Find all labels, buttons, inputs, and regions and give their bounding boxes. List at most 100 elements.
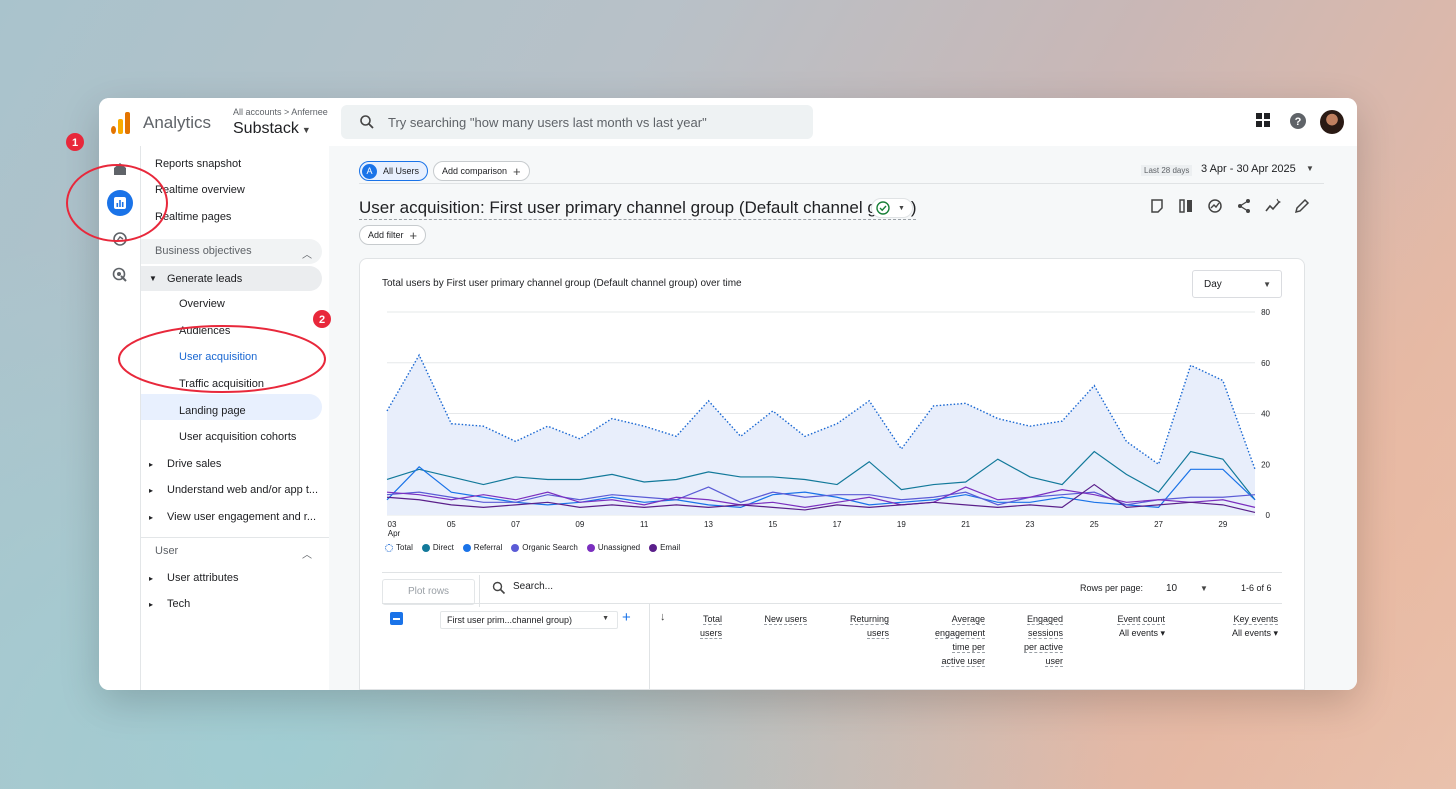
annotation-number: 2 [319,314,325,326]
section-business-objectives[interactable]: Business objectives ︿ [141,239,322,264]
column-header-label: Event count [1117,614,1165,625]
chevron-up-icon: ︿ [302,550,312,561]
column-header-label: active user [941,656,985,667]
sidebar-item-understand-web-app[interactable]: Understand web and/or app t... [167,484,319,496]
granularity-select[interactable]: Day ▼ [1192,270,1282,298]
insights-icon[interactable] [1207,198,1223,214]
sidebar-item-realtime-overview[interactable]: Realtime overview [155,184,245,196]
x-tick-label: 27 [1154,520,1163,529]
edit-pencil-icon[interactable] [1294,198,1310,214]
legend-item[interactable]: Organic Search [511,543,578,552]
column-metric-filter[interactable]: All events [1231,628,1271,638]
column-header-label: time per [952,642,985,653]
column-header[interactable]: Returning users [849,612,889,640]
sidebar-item-generate-leads[interactable]: ▼ Generate leads [141,266,322,291]
column-header[interactable]: New users [764,612,807,626]
column-header-label: Average [951,614,985,625]
avatar[interactable] [1320,110,1344,134]
column-header-label: Returning [849,614,889,625]
sort-down-arrow-icon[interactable]: ↓ [660,611,666,623]
x-tick-label: 19 [897,520,906,529]
sidebar-item-reports-snapshot[interactable]: Reports snapshot [155,158,242,170]
account-breadcrumb[interactable]: All accounts > Anfernee [233,107,328,117]
table-search-input[interactable]: Search... [513,581,554,592]
legend-item[interactable]: Email [649,543,680,552]
plot-rows-button[interactable]: Plot rows [382,579,475,605]
apps-grid-icon[interactable] [1255,112,1271,128]
advertising-icon[interactable] [107,262,133,288]
sidebar-item-label: Generate leads [167,273,243,285]
sidebar-item-realtime-pages[interactable]: Realtime pages [155,211,232,223]
divider [382,603,1282,604]
sidebar-item-view-user-engagement[interactable]: View user engagement and r... [167,511,317,523]
trend-sparkle-icon[interactable] [1265,198,1281,214]
sidebar-item-traffic-acquisition[interactable]: Traffic acquisition [179,378,264,390]
sidebar-item-landing-page[interactable]: Landing page [179,405,246,417]
select-all-checkbox[interactable] [390,612,403,625]
y-tick-label: 20 [1261,460,1270,469]
caret-right-icon: ▸ [149,574,154,583]
column-header[interactable]: Engaged sessions per active user [1023,612,1063,668]
all-users-chip[interactable]: A All Users [359,161,429,181]
x-tick-label: 07 [511,520,520,529]
rows-per-page-select[interactable]: 10 [1166,583,1178,594]
total-area [387,355,1255,515]
chevron-down-icon[interactable]: ▼ [1306,164,1314,173]
date-range-label: Last 28 days [1141,165,1193,176]
x-tick-label: 23 [1026,520,1035,529]
notes-icon[interactable] [1149,198,1165,214]
caret-right-icon: ▸ [149,486,154,495]
report-status-badge[interactable]: ▼ [871,198,913,218]
dimension-value: First user prim...channel group) [447,615,573,625]
add-comparison-label: Add comparison [442,166,508,176]
column-header[interactable]: Event count All events ▾ [1117,612,1165,640]
property-selector[interactable]: Substack ▼ [233,120,311,138]
add-filter-label: Add filter [368,230,404,240]
add-comparison-button[interactable]: Add comparison + [433,161,530,181]
column-header[interactable]: Total users [699,612,722,640]
column-header[interactable]: Key events All events ▾ [1232,612,1278,640]
app-name: Analytics [143,113,212,132]
column-header-label: users [699,628,722,639]
reports-icon[interactable] [107,190,133,216]
x-tick-sublabel: Apr [388,529,401,538]
column-header[interactable]: Average engagement time per active user [934,612,985,668]
line-chart: 0 20 40 60 80 03 05 07 09 11 13 15 17 19 21 23 25 27 29 Apr [386,308,1271,538]
x-tick-label: 21 [961,520,970,529]
chevron-down-icon: ▾ [1270,628,1278,638]
date-range-picker[interactable]: 3 Apr - 30 Apr 2025 [1201,163,1296,175]
analytics-logo[interactable] [109,110,133,134]
sidebar-item-user-attributes[interactable]: User attributes [167,572,239,584]
section-label: User [155,545,179,557]
search-bar[interactable]: Try searching "how many users last month… [341,105,813,139]
legend-item[interactable]: Direct [421,543,454,552]
chevron-down-icon[interactable]: ▼ [1200,584,1208,593]
sidebar-item-user-acquisition-cohorts[interactable]: User acquisition cohorts [179,431,297,443]
explore-icon[interactable] [107,226,133,252]
series-line-email [386,483,1256,514]
page-title[interactable]: User acquisition: First user primary cha… [359,198,917,220]
dimension-select[interactable]: First user prim...channel group) ▼ [440,611,618,629]
legend-item[interactable]: Unassigned [586,543,640,552]
main-content: A All Users Add comparison + Last 28 days… [329,146,1357,690]
section-user[interactable]: User ︿ [141,539,322,564]
column-header-label: New users [764,614,807,625]
sidebar-item-drive-sales[interactable]: Drive sales [167,458,222,470]
add-dimension-button[interactable]: + [622,609,631,626]
column-metric-filter[interactable]: All events [1118,628,1158,638]
sidebar-item-overview[interactable]: Overview [179,298,225,310]
plus-icon: + [409,227,418,243]
report-actions [1149,198,1310,214]
chevron-down-icon: ▼ [301,125,311,135]
column-header-label: users [866,628,889,639]
share-icon[interactable] [1236,198,1252,214]
help-icon[interactable]: ? [1289,112,1307,130]
sidebar-item-tech[interactable]: Tech [167,598,191,610]
legend-item[interactable]: Total [385,543,413,552]
compare-icon[interactable] [1178,198,1194,214]
chevron-down-icon: ▾ [1157,628,1165,638]
sidebar-item-user-acquisition[interactable]: User acquisition [179,351,258,363]
legend-item[interactable]: Referral [462,543,502,552]
section-label: Business objectives [155,245,252,257]
add-filter-button[interactable]: Add filter + [359,225,427,245]
